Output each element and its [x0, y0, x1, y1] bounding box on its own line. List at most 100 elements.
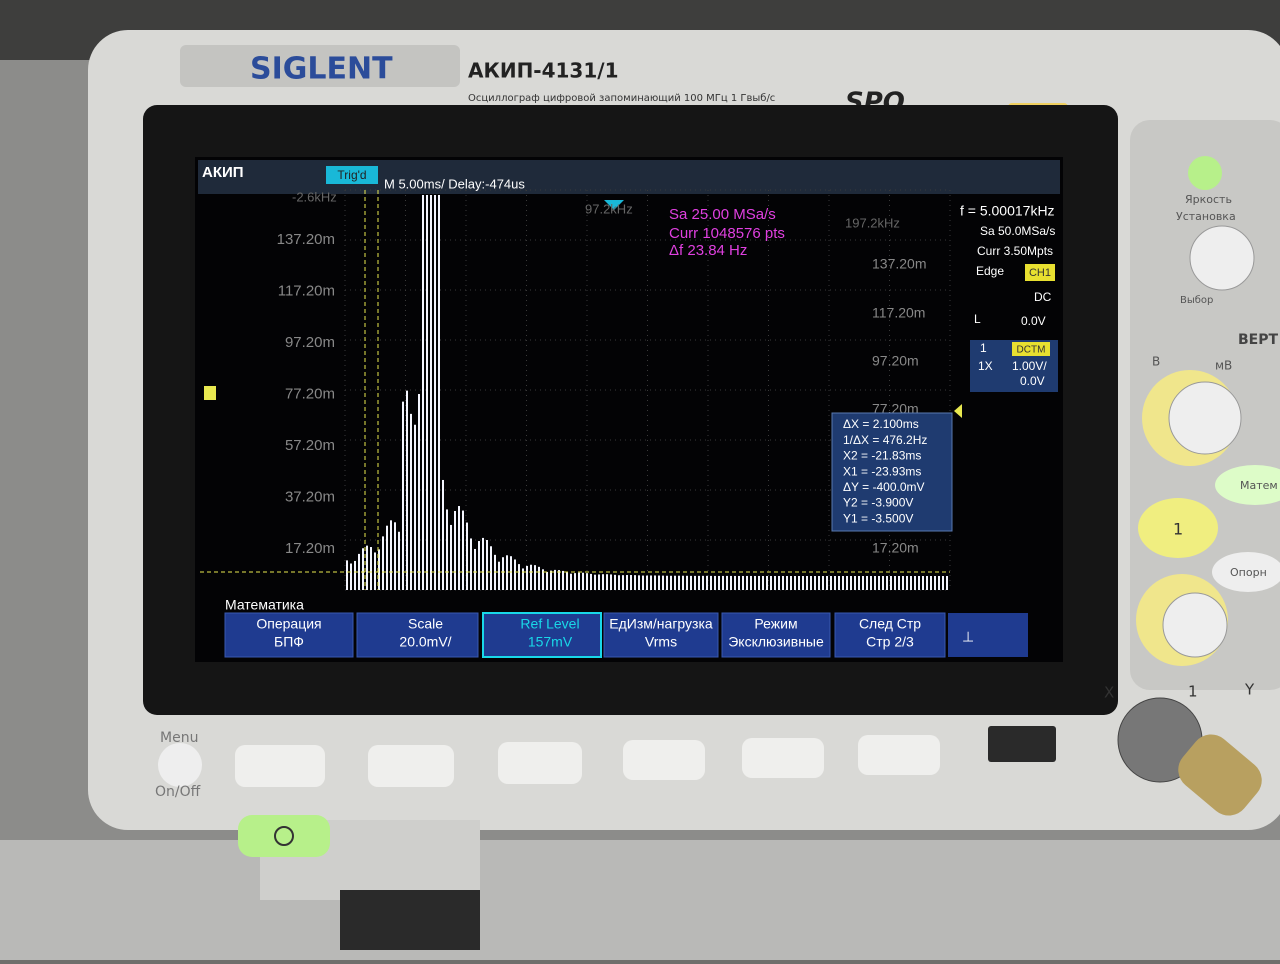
menu-label: ЕдИзм/нагрузка: [609, 616, 713, 632]
level-label-right: 117.20m: [872, 305, 925, 321]
model: АКИП-4131/1: [468, 59, 619, 83]
power-button[interactable]: [238, 815, 330, 857]
sample-rate: Sa 50.0MSa/s: [980, 224, 1055, 238]
soft-key[interactable]: [742, 738, 824, 778]
screen-label: АКИП: [202, 164, 244, 181]
network-icon: ⊥: [962, 629, 974, 645]
ref-marker: [954, 404, 962, 418]
menu-button[interactable]: [834, 612, 946, 658]
level-label-left: 17.20m: [285, 540, 335, 557]
menu-button[interactable]: [603, 612, 719, 658]
trigger-source: CH1: [1029, 267, 1051, 279]
menu-label: Menu: [160, 730, 198, 746]
usb-port: [988, 726, 1056, 762]
soft-key[interactable]: [623, 740, 705, 780]
level-label-right: 137.20m: [872, 256, 926, 272]
pos-knob[interactable]: [1162, 592, 1228, 658]
cursor-list: ΔX = 2.100ms 1/ΔX = 476.2Hz X2 = -21.83msX…: [843, 417, 927, 525]
spectrum: [346, 195, 948, 590]
fft-info: Curr 1048576 pts: [669, 225, 785, 242]
screen: АКИП Trig'd M 5.00ms/ Delay:-474us -2.6k…: [198, 160, 1060, 658]
menu-label: Scale: [408, 616, 443, 632]
coupling: DC: [1034, 290, 1052, 304]
level-label-left: 77.20m: [285, 385, 335, 402]
desk: [0, 840, 1280, 960]
brightness: Яркость: [1185, 193, 1232, 206]
probe: 1X: [978, 359, 993, 373]
offset: 0.0V: [1020, 374, 1045, 388]
level-label-left: 137.20m: [277, 231, 335, 248]
math: Матем: [1240, 479, 1278, 492]
menu-label: Операция: [256, 616, 321, 632]
soft-key[interactable]: [368, 745, 454, 787]
menu: Операция БПФ Scale 20.0mV/Ref Level 157mV ЕдИ…: [224, 612, 946, 658]
ch1-button[interactable]: [1138, 498, 1218, 558]
cursor-value: Y1 = -3.500V: [843, 511, 913, 525]
trigger-box: [326, 166, 378, 184]
menu-value: 20.0mV/: [399, 634, 451, 650]
cursor-value: X2 = -21.83ms: [843, 449, 921, 463]
soft-key[interactable]: [235, 745, 325, 787]
menu-value: Vrms: [645, 634, 677, 650]
knob-button[interactable]: [1188, 156, 1222, 190]
menu-value: Эксклюзивные: [728, 634, 824, 650]
soft-key[interactable]: [498, 742, 582, 784]
memory: Curr 3.50Mpts: [977, 244, 1053, 258]
cursor-value: ΔY = -400.0mV: [843, 480, 925, 494]
ch1-input: 1: [1188, 683, 1198, 701]
adjust-knob[interactable]: [1189, 225, 1255, 291]
trigger-marker: [604, 200, 624, 210]
fft-info: Δf 23.84 Hz: [669, 242, 747, 259]
ref: Опорн: [1230, 566, 1267, 579]
power-label: On/Off: [155, 784, 201, 800]
menu-button[interactable]: [721, 612, 831, 658]
menu-label: След Стр: [859, 616, 921, 632]
volts-knob[interactable]: [1168, 381, 1242, 455]
level-marker: [204, 386, 216, 400]
freq-right: 197.2kHz: [845, 215, 900, 230]
soft-key[interactable]: [858, 735, 940, 775]
menu-title: Математика: [225, 597, 304, 613]
menu-value: 157mV: [528, 634, 573, 650]
trigger-type: Edge: [976, 264, 1004, 278]
volts: В: [1152, 355, 1160, 369]
grid: [344, 189, 951, 591]
fft-info: Sa 25.00 MSa/s: [669, 206, 776, 223]
y-input: Y: [1244, 681, 1255, 699]
scale: 1.00V/: [1012, 359, 1047, 373]
stand-foot: [340, 890, 480, 950]
bnc-cable: [1178, 734, 1262, 816]
menu-label: Режим: [754, 616, 797, 632]
cursor-value: 1/ΔX = 476.2Hz: [843, 433, 927, 447]
menu-label: Ref Level: [520, 616, 579, 632]
cursor-box: [831, 412, 953, 532]
logo-plate: [180, 45, 460, 87]
millivolts: мВ: [1215, 359, 1232, 373]
cursor-value: ΔX = 2.100ms: [843, 417, 919, 431]
network-button[interactable]: [948, 613, 1028, 657]
level-label-left: 37.20m: [285, 488, 335, 505]
frequency: f = 5.00017kHz: [960, 203, 1055, 219]
menu-value: БПФ: [274, 634, 304, 650]
vertical: ВЕРТ: [1238, 332, 1278, 348]
menu-button[interactable]: [158, 743, 202, 787]
level-label: L: [974, 312, 981, 326]
level-label-right: 97.20m: [872, 353, 919, 369]
channel-mode: DCTM: [1017, 345, 1046, 356]
freq-center: 97.2kHz: [585, 201, 633, 216]
timebase: M 5.00ms/ Delay:-474us: [384, 176, 525, 191]
menu-button[interactable]: [482, 612, 602, 658]
trigger-status: Trig'd: [337, 168, 366, 182]
cursor-value: X1 = -23.93ms: [843, 464, 921, 478]
channel: 1: [980, 341, 987, 355]
level-label-left: 57.20m: [285, 437, 335, 454]
menu-button[interactable]: [224, 612, 354, 658]
ref-button[interactable]: [1212, 552, 1280, 592]
menu-button[interactable]: [356, 612, 479, 658]
levels: 137.20m 117.20m 97.20m 77.20m 57.20m 37.20m 17…: [277, 231, 927, 557]
math-button[interactable]: [1215, 465, 1280, 505]
mode-box: [1012, 342, 1050, 356]
select: Выбор: [1180, 295, 1213, 306]
brand-logo: SIGLENT: [250, 52, 393, 87]
